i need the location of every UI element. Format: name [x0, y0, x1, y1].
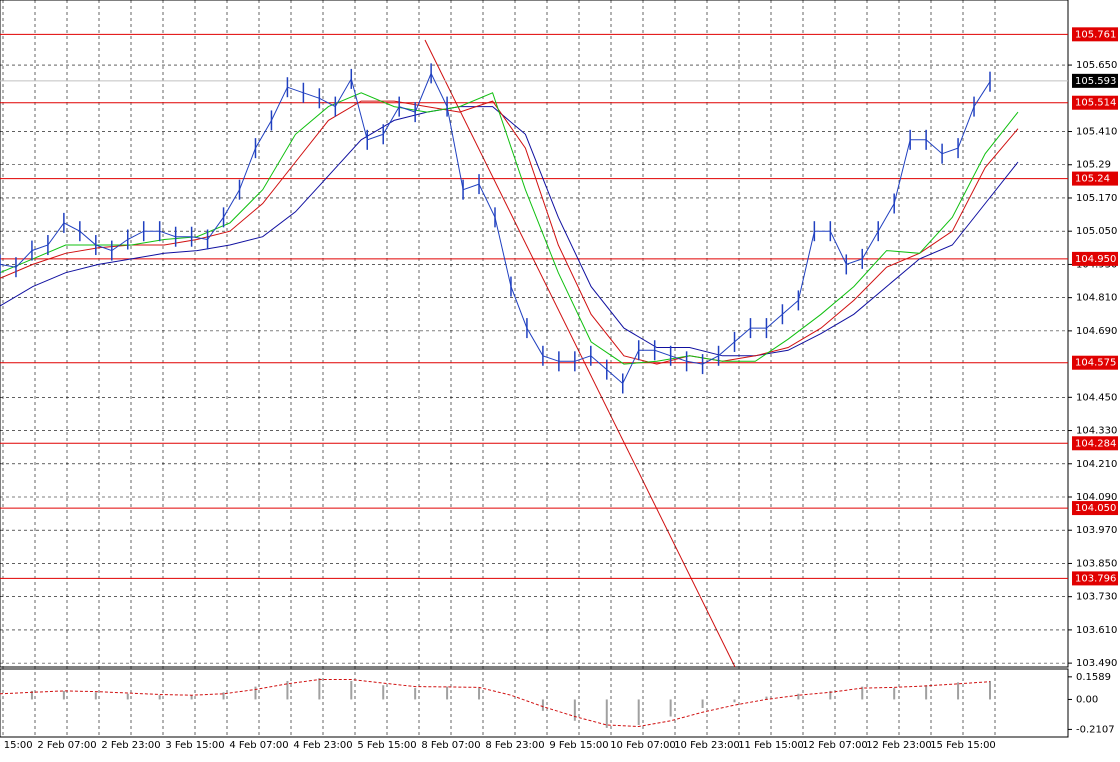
x-tick-label: 9 Feb 15:00 [549, 740, 608, 751]
x-tick-label: 10 Feb 23:00 [674, 740, 740, 751]
level-box [1072, 355, 1118, 370]
indicator-tick-label: -0.2107 [1076, 724, 1115, 735]
histogram-bar [733, 699, 736, 703]
y-tick-label: 103.610 [1076, 625, 1117, 636]
histogram-bar [637, 699, 640, 726]
x-tick-label: 12 Feb 07:00 [802, 740, 868, 751]
histogram-bar [446, 686, 449, 700]
main-panel [0, 0, 1069, 668]
histogram-bar [541, 699, 544, 711]
level-box [1072, 27, 1118, 42]
histogram-bar [62, 690, 65, 700]
y-tick-label: 105.050 [1076, 226, 1117, 237]
y-tick-label: 105.650 [1076, 60, 1117, 71]
level-box [1072, 171, 1118, 186]
y-tick-label: 103.850 [1076, 558, 1117, 569]
histogram-bar [318, 678, 321, 700]
histogram-bar [126, 693, 129, 700]
histogram-bar [605, 699, 608, 728]
level-label: 104.050 [1075, 503, 1116, 514]
histogram-bar [669, 699, 672, 717]
histogram-bar [158, 695, 161, 700]
y-tick-label: 104.090 [1076, 492, 1117, 503]
indicator-tick-label: 0.1589 [1076, 672, 1111, 683]
histogram-bar [957, 682, 960, 700]
y-tick-label: 104.690 [1076, 326, 1117, 337]
level-label: 105.514 [1075, 98, 1116, 109]
histogram-bar [989, 680, 991, 700]
price-line [0, 72, 991, 385]
x-tick-label: 8 Feb 07:00 [421, 740, 480, 751]
histogram-bar [925, 685, 928, 700]
level-box [1072, 571, 1118, 586]
histogram-bar [478, 688, 481, 700]
level-box [1072, 501, 1118, 516]
histogram-bar [765, 696, 768, 700]
histogram-bar [254, 686, 257, 700]
histogram-bar [350, 680, 353, 700]
y-tick-label: 103.730 [1076, 592, 1117, 603]
y-tick-label: 105.29 [1076, 160, 1111, 171]
histogram-bar [414, 688, 417, 700]
level-label: 105.761 [1075, 29, 1116, 40]
level-box [1072, 95, 1118, 110]
histogram-bar [190, 695, 193, 700]
y-tick-label: 103.970 [1076, 525, 1117, 536]
x-tick-label: 15 Feb 15:00 [930, 740, 996, 751]
histogram-bar [30, 690, 33, 700]
histogram-bar [94, 692, 97, 700]
level-box [1072, 436, 1118, 451]
y-tick-label: 103.490 [1076, 658, 1117, 669]
histogram-bar [382, 685, 385, 700]
signal-line [0, 679, 991, 728]
histogram-bar [829, 690, 832, 700]
histogram-bar [286, 680, 289, 700]
x-tick-label: 3 Feb 15:00 [165, 740, 224, 751]
moving-average [0, 106, 1019, 357]
current-price-box [1072, 73, 1118, 88]
histogram-bar [797, 693, 800, 700]
level-label: 105.24 [1075, 174, 1110, 185]
level-label: 104.950 [1075, 254, 1116, 265]
histogram-bar [222, 692, 225, 700]
indicator-tick-label: 0.00 [1076, 694, 1098, 705]
histogram-bar [0, 692, 1, 700]
x-tick-label: 12 Feb 23:00 [866, 740, 932, 751]
y-tick-label: 104.450 [1076, 392, 1117, 403]
x-tick-label: 4 Feb 23:00 [293, 740, 352, 751]
y-tick-label: 104.210 [1076, 459, 1117, 470]
x-tick-label: 8 Feb 23:00 [485, 740, 544, 751]
level-label: 104.284 [1075, 438, 1116, 449]
level-box [1072, 251, 1118, 266]
x-tick-label: 4 Feb 07:00 [229, 740, 288, 751]
trend-line [424, 39, 736, 668]
y-tick-label: 105.410 [1076, 127, 1117, 138]
histogram-bar [861, 686, 864, 700]
moving-average [0, 100, 1019, 365]
x-tick-label: 5 Feb 15:00 [357, 740, 416, 751]
y-tick-label: 104.330 [1076, 426, 1117, 437]
x-tick-label: 1 Feb 15:00 [0, 740, 33, 751]
level-label: 103.796 [1075, 573, 1116, 584]
y-tick-label: 104.810 [1076, 293, 1117, 304]
histogram-bar [701, 699, 704, 708]
histogram-bar [893, 688, 896, 700]
x-tick-label: 2 Feb 23:00 [101, 740, 160, 751]
x-tick-label: 10 Feb 07:00 [610, 740, 676, 751]
y-tick-label: 105.170 [1076, 193, 1117, 204]
moving-average [0, 92, 1019, 365]
histogram-bar [573, 699, 576, 721]
x-tick-label: 11 Feb 15:00 [738, 740, 804, 751]
level-label: 104.575 [1075, 358, 1116, 369]
x-tick-label: 2 Feb 07:00 [37, 740, 96, 751]
current-price-label: 105.593 [1075, 76, 1116, 87]
